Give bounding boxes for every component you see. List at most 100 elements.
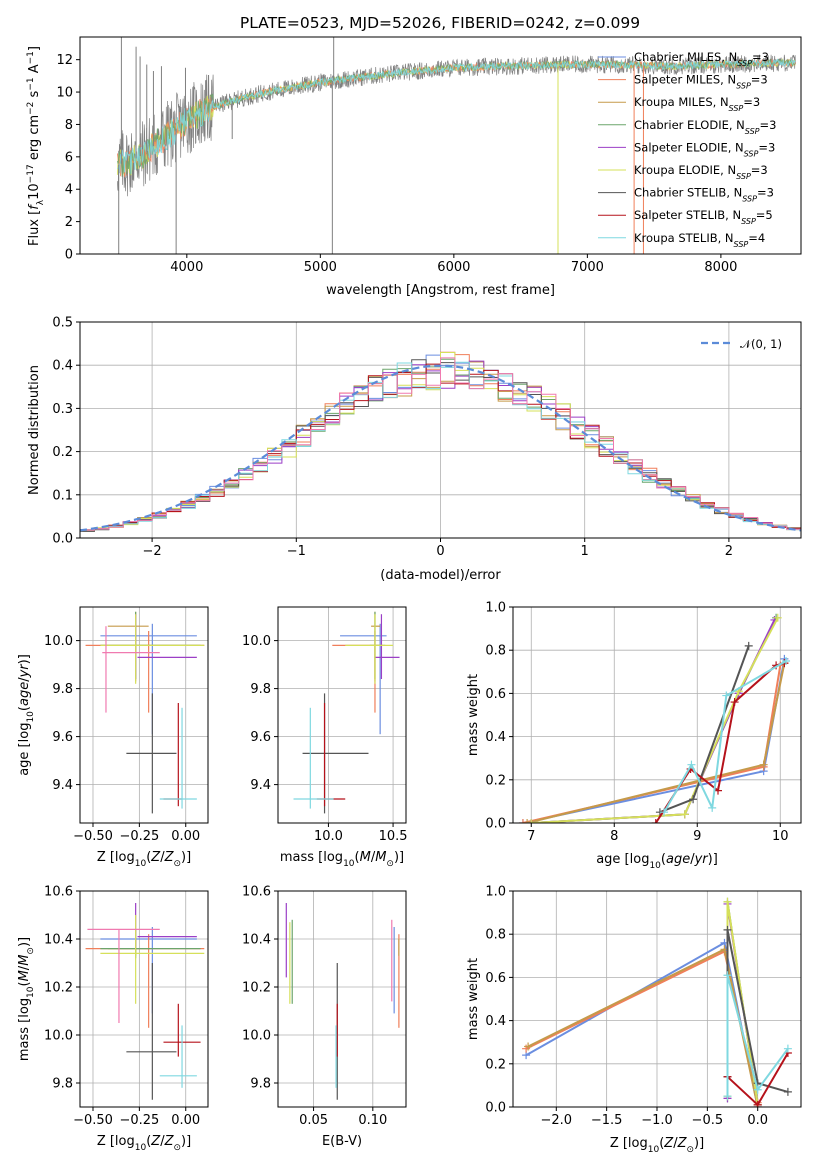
y-axis-label-part: )] xyxy=(17,654,32,664)
y-axis-label-part: M xyxy=(17,955,32,966)
y-tick-label: 0.0 xyxy=(485,817,506,832)
y-axis-label-part: / xyxy=(17,677,32,682)
weight-line xyxy=(726,974,789,1097)
legend-sub: SSP xyxy=(736,81,751,90)
x-tick-label: −1.0 xyxy=(641,1113,673,1128)
axes-frame xyxy=(277,890,407,1108)
plot-area-mass-vs-Z xyxy=(85,903,205,1100)
weight-marker xyxy=(759,760,768,769)
x-tick-label: 0.00 xyxy=(171,829,200,844)
y-axis-label: Flux [fλ10−17 erg cm−2 s−1 A−1] xyxy=(26,46,46,246)
y-axis-label: age [log10(age/yr)] xyxy=(17,654,36,776)
x-tick-label: −0.25 xyxy=(119,1113,159,1128)
legend-entry: Kroupa MILES, NSSP=3 xyxy=(634,95,760,113)
y-tick-label: 2 xyxy=(65,215,73,230)
weight-marker xyxy=(680,810,689,819)
axes-residuals: −2 −1 0 1 2 0.0 0.1 0.2 0.3 0.4 0.5 (data-model)/er… xyxy=(27,316,802,583)
weight-marker xyxy=(773,613,782,622)
weight-marker xyxy=(524,1042,533,1051)
y-tick-label: 0.3 xyxy=(52,402,73,417)
x-axis-label-part: Z xyxy=(150,1134,161,1149)
y-axis-label-part: ( xyxy=(17,706,32,711)
x-tick-label: 0.00 xyxy=(171,1113,200,1128)
x-axis-label-part: mass [log xyxy=(280,850,343,865)
legend-sub: SSP xyxy=(736,172,751,181)
x-axis-label: Z [log10(Z/Z⊙)] xyxy=(97,850,191,869)
x-axis-label-part: ( xyxy=(355,850,360,865)
x-axis-label-part: )] xyxy=(394,850,404,865)
x-tick-label: −2.0 xyxy=(541,1113,573,1128)
axes-spectrum: 4000 5000 6000 7000 8000 0 2 4 6 8 10 12 wavelength … xyxy=(26,36,802,298)
y-tick-label: 9.6 xyxy=(250,730,271,745)
y-axis-label-part: mass [log xyxy=(17,998,32,1061)
y-axis-label-part: yr xyxy=(17,663,32,679)
x-axis-label-part: age xyxy=(666,852,690,867)
plot-area-mass-vs-ebv xyxy=(285,903,400,1100)
x-tick-label: 6000 xyxy=(437,260,470,275)
y-tick-label: 0.4 xyxy=(485,1014,506,1029)
x-axis-label-part: Z xyxy=(164,1134,175,1149)
x-tick-label: −2 xyxy=(143,544,162,559)
x-tick-label: 9 xyxy=(693,829,701,844)
y-axis-label-part: A xyxy=(27,64,42,77)
y-axis-label-part: age [log xyxy=(17,723,32,776)
x-tick-label: −1.5 xyxy=(591,1113,623,1128)
axes-weight-vs-Z: −2.0 −1.5 −1.0 −0.5 0.0 0.0 0.2 0.4 0.6 0.8 1.0 Z [… xyxy=(466,885,802,1155)
y-tick-label: 10.0 xyxy=(44,1029,73,1044)
y-tick-label: 9.6 xyxy=(52,730,73,745)
x-axis-label-part: Z [log xyxy=(610,1136,648,1151)
y-tick-label: 0 xyxy=(65,248,73,263)
x-tick-label: 5000 xyxy=(304,260,337,275)
x-axis-label-part: Z xyxy=(663,1136,674,1151)
axes-root: 4000 5000 6000 7000 8000024681012wavelength … xyxy=(17,36,802,1155)
x-tick-label: 10.0 xyxy=(314,829,343,844)
x-axis-label-part: ( xyxy=(659,1136,664,1151)
y-tick-label: 0.0 xyxy=(485,1101,506,1116)
x-axis-label-part: ( xyxy=(146,850,151,865)
x-axis-label-part: E(B-V) xyxy=(322,1134,362,1149)
y-axis-label-part: ( xyxy=(17,981,32,986)
x-tick-label: −0.50 xyxy=(73,1113,113,1128)
legend-sub: SSP xyxy=(729,104,744,113)
y-tick-label: 0.2 xyxy=(485,1057,506,1072)
weight-line xyxy=(531,617,779,823)
x-axis-label-part: )] xyxy=(694,1136,704,1151)
plot-area-weight-vs-age xyxy=(518,613,791,823)
weight-marker xyxy=(723,897,732,906)
y-tick-label: 0.5 xyxy=(52,316,73,331)
legend-text: Salpeter STELIB, N xyxy=(634,208,741,222)
y-axis-label: Normed distribution xyxy=(27,365,42,495)
legend-text: =3 xyxy=(751,73,768,87)
weight-marker xyxy=(722,691,731,700)
spectrum-model-line xyxy=(116,58,796,177)
y-tick-label: 0.2 xyxy=(52,445,73,460)
legend-text: Kroupa STELIB, N xyxy=(634,231,734,245)
x-axis-label: mass [log10(M/M⊙)] xyxy=(280,850,404,869)
y-tick-label: 10.2 xyxy=(242,981,271,996)
weight-marker xyxy=(744,641,753,650)
x-axis-label-part: Z xyxy=(164,850,175,865)
weight-marker xyxy=(687,760,696,769)
weight-marker xyxy=(708,803,717,812)
legend-sub: SSP xyxy=(744,149,759,158)
x-tick-label: 8000 xyxy=(704,260,737,275)
y-axis-label-part: M xyxy=(17,970,32,981)
y-axis-label-part: 10 xyxy=(27,183,42,200)
legend-entry: Chabrier MILES, NSSP=3 xyxy=(634,50,769,68)
x-axis-label-part: / xyxy=(673,1136,678,1151)
y-tick-label: 0.1 xyxy=(52,488,73,503)
x-axis-label-part: ⊙ xyxy=(386,859,394,869)
legend-text: Kroupa ELODIE, N xyxy=(634,163,736,177)
plot-area-spectrum xyxy=(116,37,796,254)
y-tick-label: 6 xyxy=(65,150,73,165)
y-axis-label-part: 10 xyxy=(26,711,36,723)
x-axis-label-part: )] xyxy=(181,1134,191,1149)
y-tick-label: 10.4 xyxy=(44,933,73,948)
x-axis-label: Z [log10(Z/Z⊙)] xyxy=(610,1136,704,1155)
x-tick-label: 8 xyxy=(610,829,618,844)
legend-text: Kroupa MILES, N xyxy=(634,95,729,109)
weight-marker xyxy=(753,1085,762,1094)
x-axis-label-part: / xyxy=(690,852,695,867)
